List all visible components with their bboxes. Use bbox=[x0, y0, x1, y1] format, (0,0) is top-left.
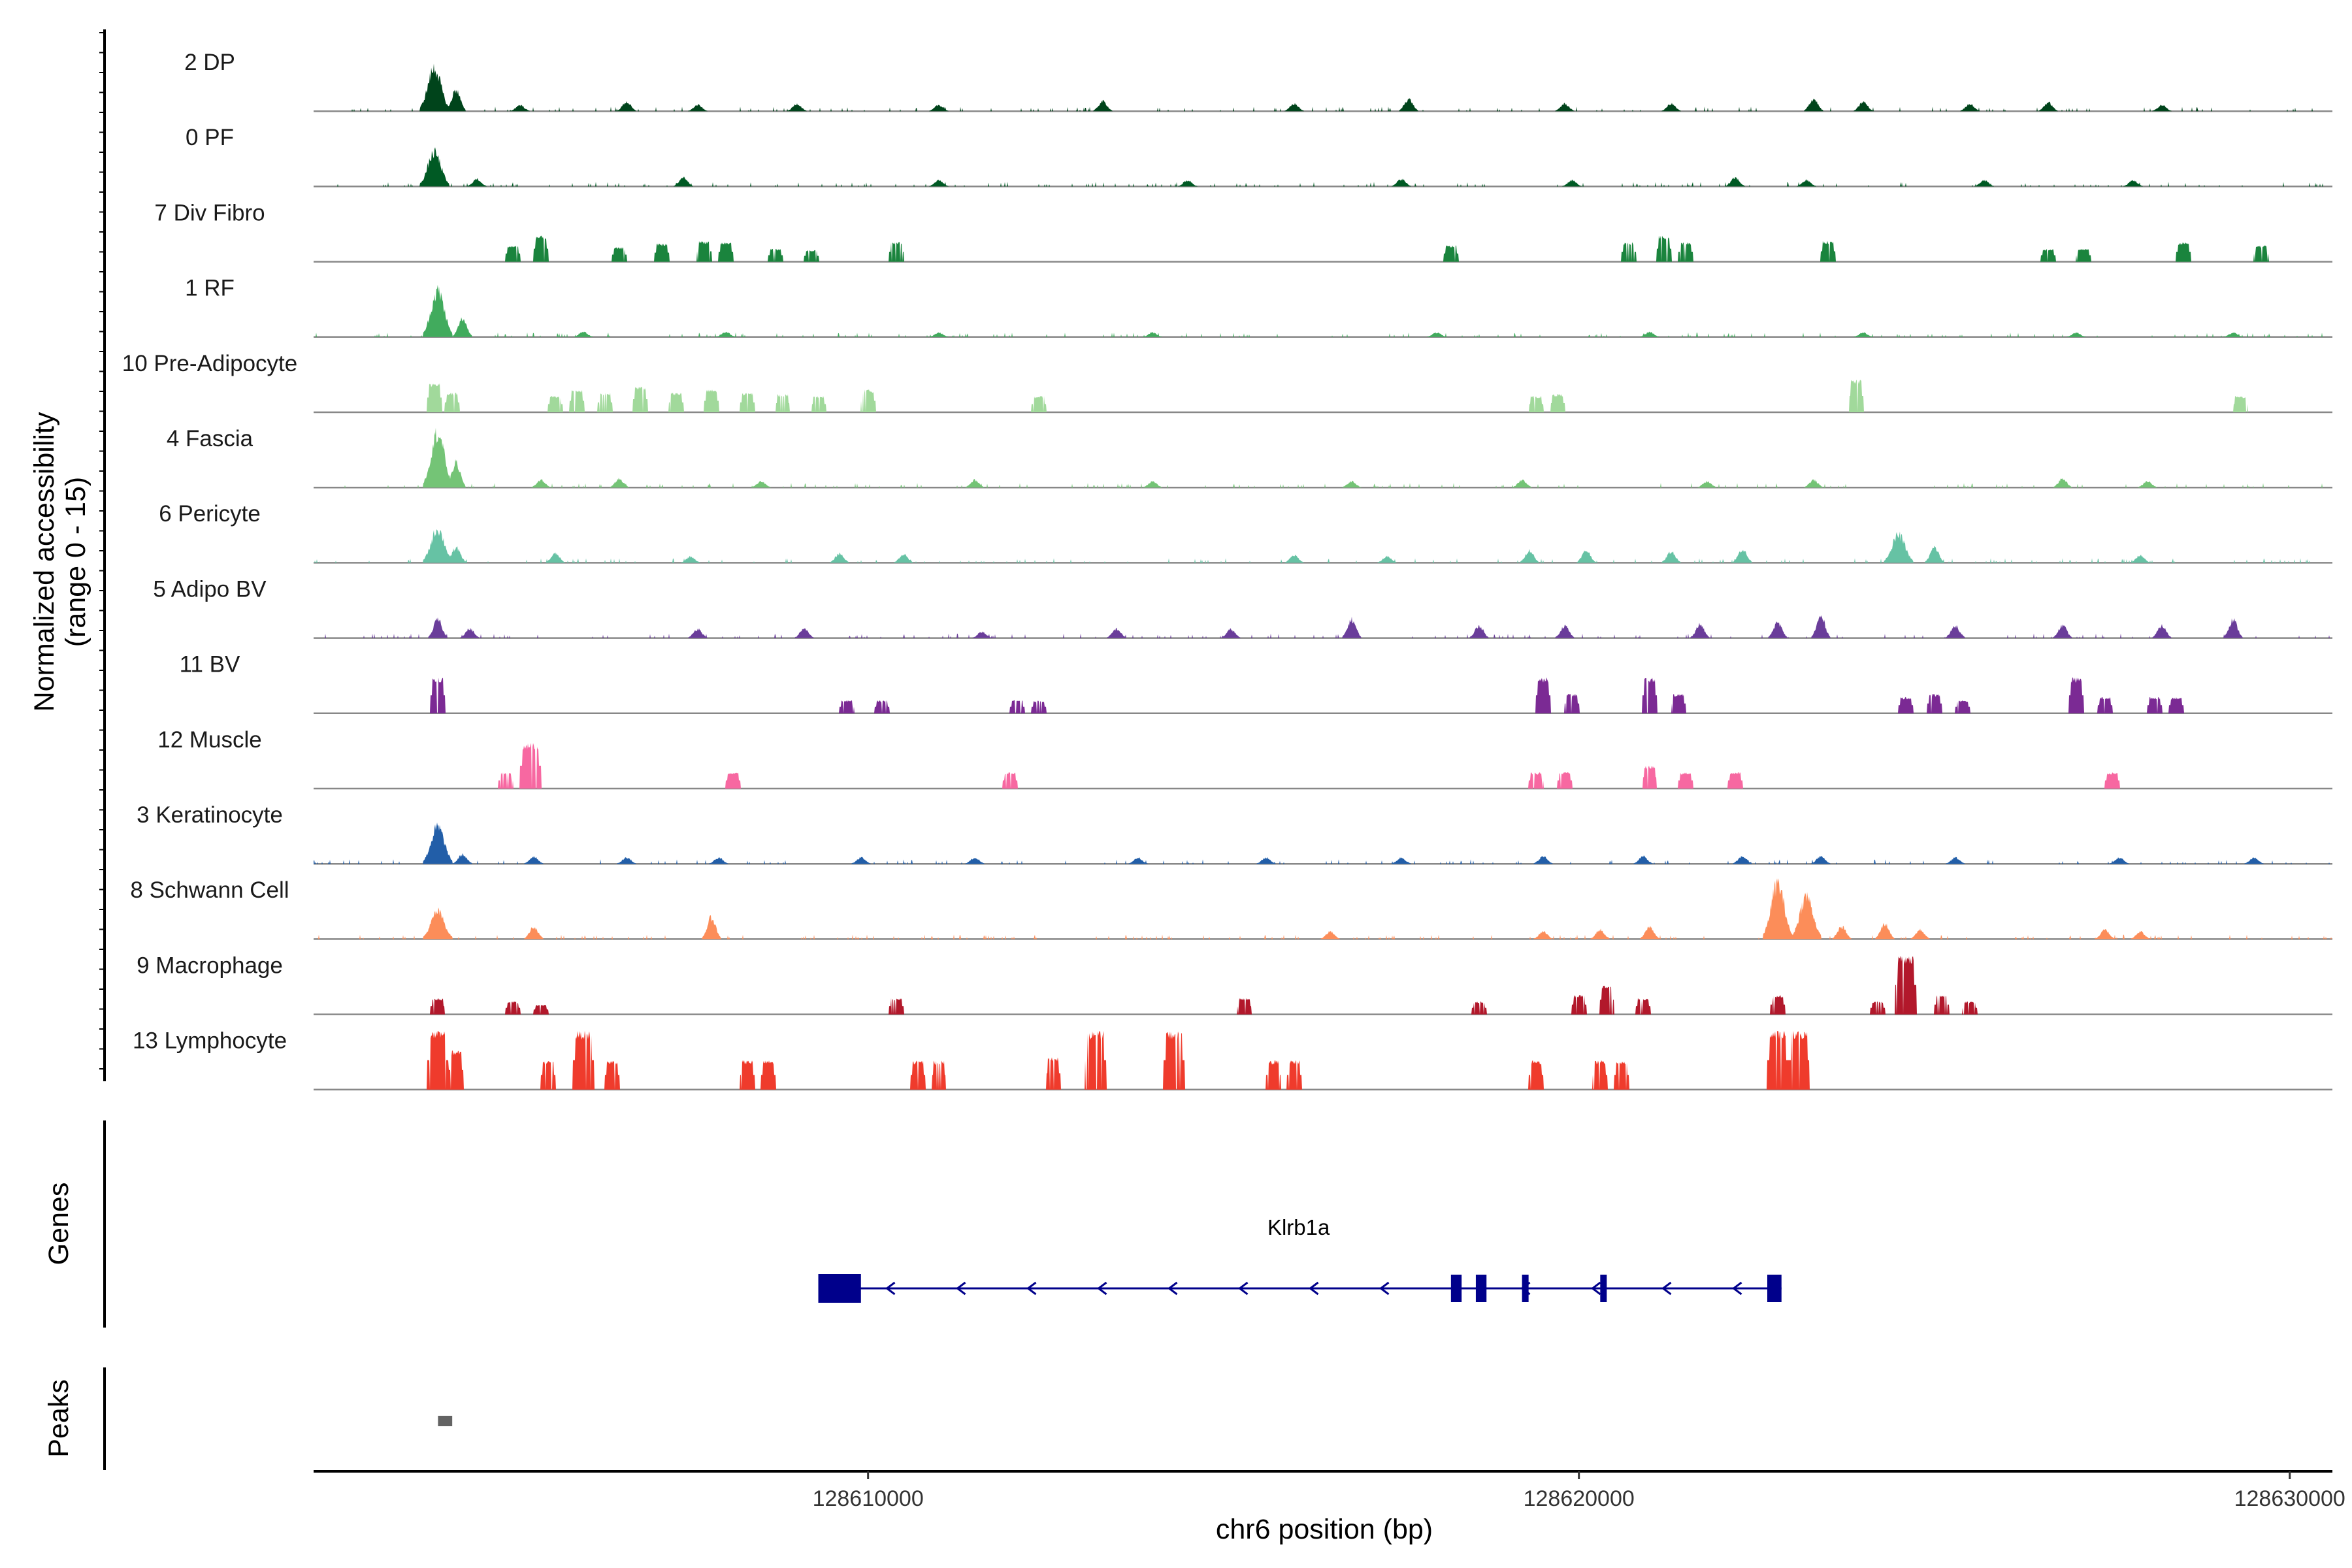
gene-strand-arrow bbox=[1168, 1281, 1178, 1296]
track-coverage-area bbox=[314, 427, 2332, 488]
track-coverage-area bbox=[314, 823, 2332, 864]
gene-strand-arrow bbox=[1097, 1281, 1107, 1296]
track-coverage-area bbox=[314, 284, 2332, 337]
track-4-fascia: 4 Fascia bbox=[167, 426, 2332, 489]
gene-exon bbox=[1450, 1275, 1462, 1302]
genes-panel-title: Genes bbox=[43, 1183, 74, 1266]
track-6-pericyte: 6 Pericyte bbox=[159, 501, 2332, 564]
gene-strand-arrow bbox=[885, 1281, 896, 1296]
peak-track bbox=[438, 1416, 453, 1426]
track-10-pre-adipocyte: 10 Pre-Adipocyte bbox=[122, 351, 2332, 414]
track-coverage-area bbox=[314, 1030, 2332, 1090]
track-1-rf: 1 RF bbox=[185, 276, 2332, 338]
gene-exon bbox=[1767, 1275, 1782, 1302]
gene-strand-arrow bbox=[1379, 1281, 1390, 1296]
gene-strand-arrow bbox=[956, 1281, 966, 1296]
y-axis-title-line2: (range 0 - 15) bbox=[60, 477, 91, 647]
gene-exon bbox=[1522, 1275, 1529, 1302]
x-axis-ticks: 128610000 128620000 128630000 bbox=[813, 1471, 2345, 1511]
track-label: 3 Keratinocyte bbox=[137, 802, 283, 828]
track-label: 1 RF bbox=[185, 276, 235, 301]
track-9-macrophage: 9 Macrophage bbox=[137, 953, 2332, 1015]
track-label: 2 DP bbox=[184, 50, 235, 75]
track-coverage-area bbox=[314, 63, 2332, 112]
x-tick-label: 128630000 bbox=[2234, 1486, 2345, 1511]
gene-strand-arrow bbox=[1732, 1281, 1742, 1296]
track-coverage-area bbox=[314, 878, 2332, 939]
gene-track: Klrb1a bbox=[818, 1215, 1782, 1303]
track-2-dp: 2 DP bbox=[184, 50, 2332, 112]
track-coverage-area bbox=[314, 147, 2332, 187]
gene-strand-arrow bbox=[1309, 1281, 1319, 1296]
track-label: 11 BV bbox=[180, 652, 240, 678]
gene-exon bbox=[1600, 1275, 1607, 1302]
accessibility-scale-axis bbox=[99, 29, 106, 1081]
track-coverage-area bbox=[314, 529, 2332, 563]
track-coverage-area bbox=[314, 743, 2332, 789]
track-13-lymphocyte: 13 Lymphocyte bbox=[133, 1028, 2332, 1091]
track-label: 13 Lymphocyte bbox=[133, 1028, 287, 1054]
track-coverage-area bbox=[314, 235, 2332, 262]
gene-strand-arrow bbox=[1238, 1281, 1249, 1296]
track-12-muscle: 12 Muscle bbox=[157, 727, 2332, 790]
coverage-tracks: 2 DP 0 PF 7 Div Fibro 1 RF 10 Pre-Adipocyte 4… bbox=[122, 50, 2332, 1091]
track-label: 8 Schwann Cell bbox=[130, 877, 289, 903]
track-8-schwann-cell: 8 Schwann Cell bbox=[130, 877, 2332, 940]
track-7-div-fibro: 7 Div Fibro bbox=[154, 200, 2332, 263]
track-label: 9 Macrophage bbox=[137, 953, 283, 978]
x-tick-label: 128620000 bbox=[1524, 1486, 1635, 1511]
x-tick-label: 128610000 bbox=[813, 1486, 924, 1511]
track-5-adipo-bv: 5 Adipo BV bbox=[153, 576, 2332, 639]
track-label: 0 PF bbox=[186, 125, 234, 150]
track-coverage-area bbox=[314, 677, 2332, 713]
gene-strand-arrow bbox=[1591, 1281, 1601, 1296]
track-0-pf: 0 PF bbox=[186, 125, 2332, 188]
gene-exon bbox=[818, 1274, 861, 1303]
track-coverage-area bbox=[314, 955, 2332, 1015]
track-11-bv: 11 BV bbox=[180, 652, 2332, 715]
peaks-panel-title: Peaks bbox=[43, 1379, 74, 1458]
track-label: 7 Div Fibro bbox=[154, 200, 265, 225]
track-coverage-area bbox=[314, 615, 2332, 638]
gene-strand-arrow bbox=[1026, 1281, 1037, 1296]
track-label: 5 Adipo BV bbox=[153, 576, 267, 602]
x-axis-title: chr6 position (bp) bbox=[1216, 1514, 1433, 1545]
track-label: 6 Pericyte bbox=[159, 501, 261, 527]
track-label: 4 Fascia bbox=[167, 426, 253, 451]
track-3-keratinocyte: 3 Keratinocyte bbox=[137, 802, 2332, 865]
gene-exon bbox=[1475, 1275, 1487, 1302]
track-label: 12 Muscle bbox=[157, 727, 262, 753]
peak-region bbox=[438, 1416, 453, 1426]
y-axis-title-line1: Normalized accessibility bbox=[29, 412, 60, 711]
gene-name-label: Klrb1a bbox=[1267, 1215, 1330, 1239]
track-label: 10 Pre-Adipocyte bbox=[122, 351, 297, 376]
gene-strand-arrow bbox=[1661, 1281, 1672, 1296]
track-coverage-area bbox=[314, 380, 2332, 412]
